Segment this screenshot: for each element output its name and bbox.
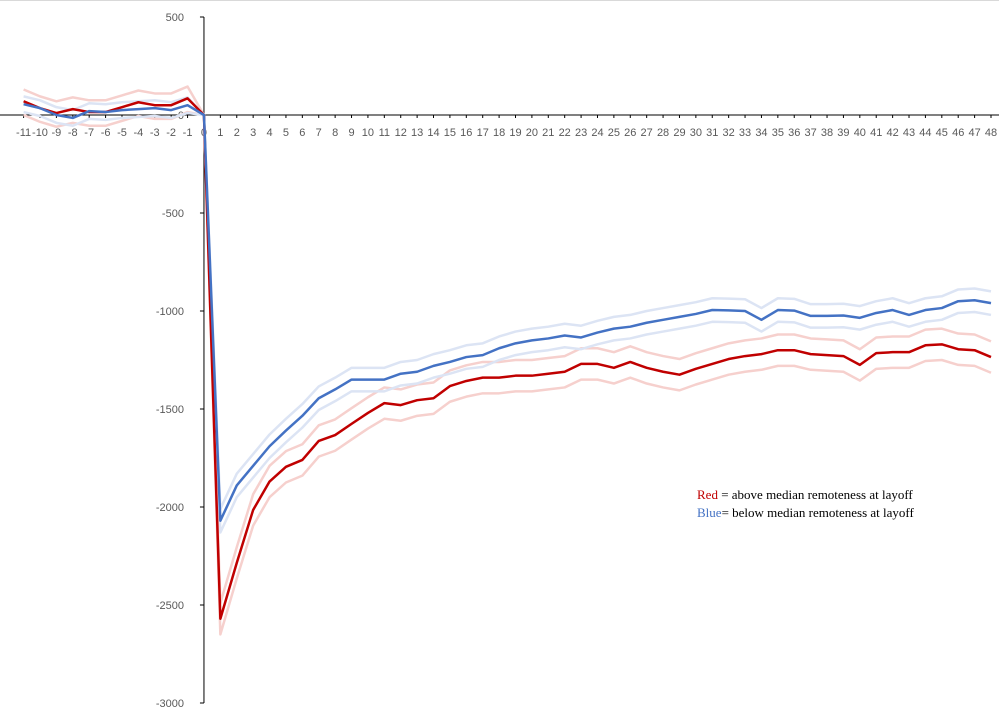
- x-tick-label: 3: [250, 127, 256, 139]
- x-tick-label: 30: [690, 127, 702, 139]
- x-tick-label: -2: [166, 127, 176, 139]
- x-tick-label: 36: [788, 127, 800, 139]
- x-tick-label: -8: [68, 127, 78, 139]
- x-tick-label: 47: [968, 127, 980, 139]
- x-tick-label: 10: [362, 127, 374, 139]
- series-line: [23, 85, 992, 605]
- x-tick-label: 5: [283, 127, 289, 139]
- annotation-part: = above median remoteness at layoff: [718, 487, 913, 502]
- x-tick-label: 1: [217, 127, 223, 139]
- x-tick-label: 28: [657, 127, 669, 139]
- x-tick-label: 32: [723, 127, 735, 139]
- x-tick-label: 29: [673, 127, 685, 139]
- x-tick-label: 27: [641, 127, 653, 139]
- x-tick-label: -1: [183, 127, 193, 139]
- series-line: [23, 97, 992, 620]
- x-tick-label: 26: [624, 127, 636, 139]
- x-tick-label: 22: [559, 127, 571, 139]
- annotation-part: Red: [697, 487, 718, 502]
- y-tick-label: -1500: [156, 404, 184, 416]
- series-line: [23, 110, 992, 534]
- x-tick-label: 34: [755, 127, 767, 139]
- x-tick-label: 11: [379, 127, 390, 139]
- y-tick-label: -1000: [156, 306, 184, 318]
- x-tick-label: 38: [821, 127, 833, 139]
- y-tick-label: -500: [162, 208, 184, 220]
- x-tick-label: -7: [84, 127, 94, 139]
- x-tick-label: 44: [919, 127, 931, 139]
- x-tick-label: -6: [101, 127, 111, 139]
- x-tick-label: -9: [52, 127, 62, 139]
- x-tick-label: 17: [477, 127, 489, 139]
- x-tick-label: 19: [509, 127, 521, 139]
- x-tick-label: 48: [985, 127, 997, 139]
- x-tick-label: -4: [133, 127, 143, 139]
- y-tick-label: 500: [166, 12, 184, 24]
- x-tick-label: 4: [266, 127, 272, 139]
- x-tick-label: 43: [903, 127, 915, 139]
- y-tick-label: -3000: [156, 698, 184, 710]
- series-line: [23, 103, 992, 522]
- x-tick-label: 40: [854, 127, 866, 139]
- x-tick-label: 9: [348, 127, 354, 139]
- x-tick-label: 33: [739, 127, 751, 139]
- x-tick-label: 45: [936, 127, 948, 139]
- x-tick-label: 41: [870, 127, 882, 139]
- x-tick-label: 2: [234, 127, 240, 139]
- x-tick-label: 25: [608, 127, 620, 139]
- annotation-part: Blue: [697, 505, 722, 520]
- x-tick-label: -3: [150, 127, 160, 139]
- x-tick-label: 18: [493, 127, 505, 139]
- x-tick-label: 35: [772, 127, 784, 139]
- x-tick-label: -11: [16, 127, 31, 139]
- x-tick-label: 31: [706, 127, 718, 139]
- x-tick-label: 20: [526, 127, 538, 139]
- x-tick-label: 13: [411, 127, 423, 139]
- x-tick-label: 42: [886, 127, 898, 139]
- x-tick-label: 12: [395, 127, 407, 139]
- x-tick-label: -5: [117, 127, 127, 139]
- annotation-part: = below median remoteness at layoff: [722, 505, 915, 520]
- annotation: Blue= below median remoteness at layoff: [697, 505, 915, 520]
- x-tick-label: 16: [460, 127, 472, 139]
- x-tick-label: 8: [332, 127, 338, 139]
- y-tick-label: -2000: [156, 502, 184, 514]
- x-tick-label: -10: [32, 127, 48, 139]
- x-tick-label: 7: [316, 127, 322, 139]
- x-tick-label: 15: [444, 127, 456, 139]
- y-tick-label: -2500: [156, 600, 184, 612]
- x-tick-label: 23: [575, 127, 587, 139]
- x-tick-label: 6: [299, 127, 305, 139]
- x-tick-label: 46: [952, 127, 964, 139]
- x-tick-label: 21: [542, 127, 554, 139]
- annotation: Red = above median remoteness at layoff: [697, 487, 913, 502]
- x-tick-label: 24: [591, 127, 603, 139]
- x-tick-label: 37: [805, 127, 817, 139]
- x-tick-label: 14: [427, 127, 439, 139]
- x-tick-label: 39: [837, 127, 849, 139]
